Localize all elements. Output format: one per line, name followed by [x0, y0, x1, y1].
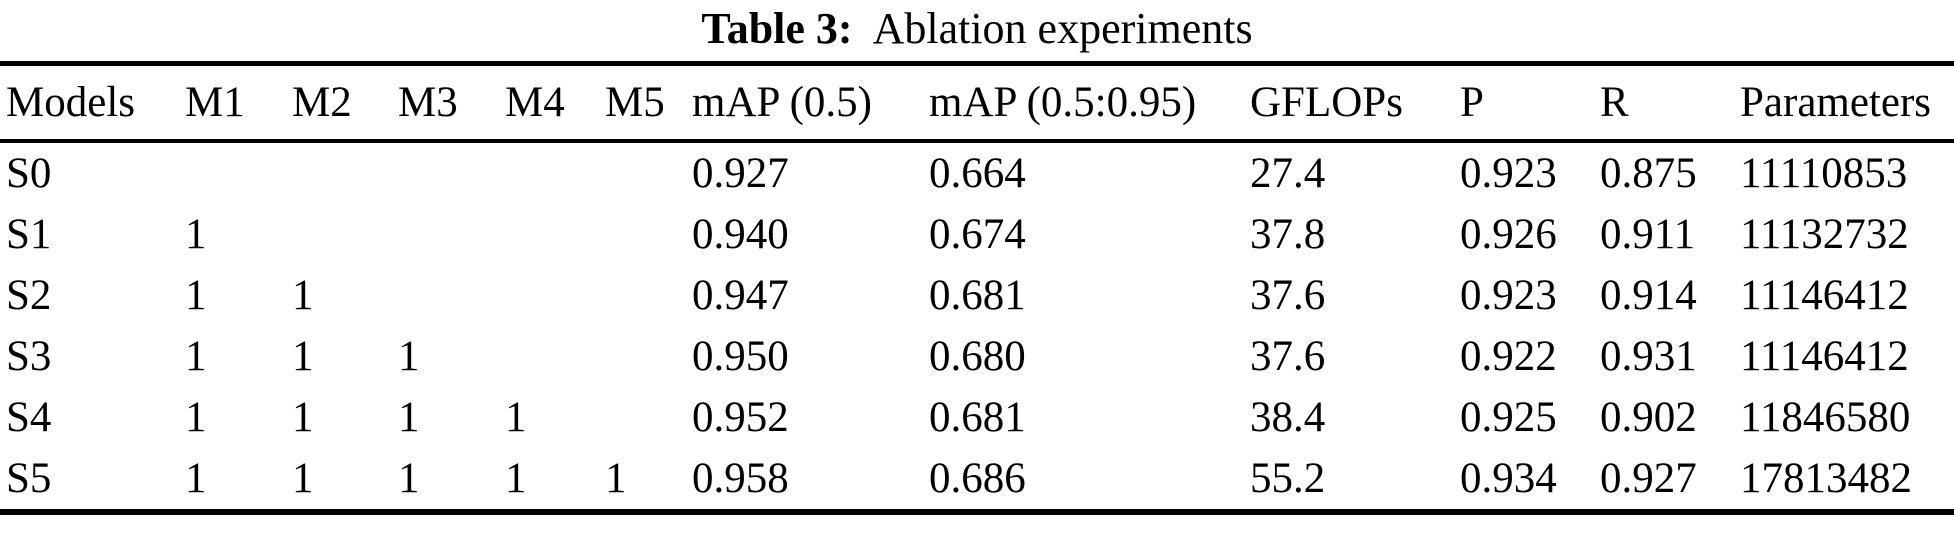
cell-s1-col1: 1	[185, 211, 207, 258]
cell-s3-col6: 0.950	[692, 333, 789, 380]
cell-s3-col8: 37.6	[1250, 333, 1326, 380]
cell-s0-col9: 0.923	[1460, 150, 1557, 197]
cell-s4-col9: 0.925	[1460, 394, 1557, 441]
cell-s5-col5: 1	[605, 455, 627, 502]
table-row-s4: S4 1 1 1 1 0.952 0.681 38.4 0.925 0.902 11846580	[0, 387, 1954, 448]
cell-s4-col11: 11846580	[1740, 394, 1911, 441]
cell-s5-col0: S5	[6, 455, 52, 502]
cell-s4-col3: 1	[398, 394, 420, 441]
column-header-m2: M2	[292, 79, 352, 126]
cell-s5-col10: 0.927	[1600, 455, 1697, 502]
cell-s2-col9: 0.923	[1460, 272, 1557, 319]
cell-s1-col6: 0.940	[692, 211, 789, 258]
cell-s0-col8: 27.4	[1250, 150, 1326, 197]
cell-s1-col5	[605, 204, 692, 265]
cell-s1-col2	[292, 204, 398, 265]
cell-s5-col1: 1	[185, 455, 207, 502]
cell-s2-col10: 0.914	[1600, 272, 1697, 319]
cell-s1-col8: 37.8	[1250, 211, 1326, 258]
cell-s0-col10: 0.875	[1600, 150, 1697, 197]
cell-s0-col5	[605, 141, 692, 204]
column-header-gflops: GFLOPs	[1250, 79, 1403, 126]
cell-s2-col11: 11146412	[1740, 272, 1909, 319]
cell-s5-col3: 1	[398, 455, 420, 502]
cell-s3-col3: 1	[398, 333, 420, 380]
cell-s1-col3	[398, 204, 505, 265]
table-row-s5: S5 1 1 1 1 1 0.958 0.686 55.2 0.934 0.927 17813482	[0, 448, 1954, 512]
header-row: Models M1 M2 M3 M4 M5 mAP (0.5) mAP (0.5:0.95) G…	[0, 64, 1954, 141]
table-row-s1: S1 1 0.940 0.674 37.8 0.926 0.911 11132732	[0, 204, 1954, 265]
cell-s5-col4: 1	[505, 455, 527, 502]
cell-s1-col4	[505, 204, 605, 265]
table-row-s2: S2 1 1 0.947 0.681 37.6 0.923 0.914 11146412	[0, 265, 1954, 326]
cell-s4-col1: 1	[185, 394, 207, 441]
cell-s4-col4: 1	[505, 394, 527, 441]
cell-s0-col6: 0.927	[692, 150, 789, 197]
cell-s3-col4	[505, 326, 605, 387]
cell-s1-col9: 0.926	[1460, 211, 1557, 258]
cell-s3-col11: 11146412	[1740, 333, 1909, 380]
cell-s4-col5	[605, 387, 692, 448]
column-header-map-0.5-0.95: mAP (0.5:0.95)	[929, 79, 1197, 126]
cell-s0-col2	[292, 141, 398, 204]
column-header-m4: M4	[505, 79, 565, 126]
cell-s3-col9: 0.922	[1460, 333, 1557, 380]
cell-s2-col0: S2	[6, 272, 52, 319]
cell-s4-col6: 0.952	[692, 394, 789, 441]
cell-s4-col10: 0.902	[1600, 394, 1697, 441]
table-row-s3: S3 1 1 1 0.950 0.680 37.6 0.922 0.931 11146412	[0, 326, 1954, 387]
cell-s2-col4	[505, 265, 605, 326]
column-header-map-0.5: mAP (0.5)	[692, 79, 872, 126]
cell-s0-col7: 0.664	[929, 150, 1026, 197]
cell-s5-col9: 0.934	[1460, 455, 1557, 502]
cell-s2-col2: 1	[292, 272, 314, 319]
cell-s0-col11: 11110853	[1740, 150, 1908, 197]
cell-s4-col8: 38.4	[1250, 394, 1326, 441]
cell-s5-col2: 1	[292, 455, 314, 502]
cell-s2-col3	[398, 265, 505, 326]
column-header-parameters: Parameters	[1740, 79, 1932, 126]
cell-s1-col11: 11132732	[1740, 211, 1909, 258]
table-caption-text: Ablation experiments	[872, 4, 1253, 53]
cell-s2-col7: 0.681	[929, 272, 1026, 319]
cell-s3-col10: 0.931	[1600, 333, 1697, 380]
table-caption: Table 3: Ablation experiments	[0, 0, 1954, 61]
cell-s5-col7: 0.686	[929, 455, 1026, 502]
cell-s0-col3	[398, 141, 505, 204]
cell-s0-col4	[505, 141, 605, 204]
cell-s4-col0: S4	[6, 394, 52, 441]
cell-s3-col5	[605, 326, 692, 387]
cell-s2-col8: 37.6	[1250, 272, 1326, 319]
column-header-r: R	[1600, 79, 1629, 126]
cell-s4-col2: 1	[292, 394, 314, 441]
column-header-m5: M5	[605, 79, 665, 126]
cell-s3-col2: 1	[292, 333, 314, 380]
cell-s2-col1: 1	[185, 272, 207, 319]
cell-s2-col6: 0.947	[692, 272, 789, 319]
column-header-p: P	[1460, 79, 1484, 126]
cell-s1-col10: 0.911	[1600, 211, 1696, 258]
cell-s4-col7: 0.681	[929, 394, 1026, 441]
cell-s5-col6: 0.958	[692, 455, 789, 502]
cell-s2-col5	[605, 265, 692, 326]
table-row-s0: S0 0.927 0.664 27.4 0.923 0.875 11110853	[0, 141, 1954, 204]
cell-s5-col11: 17813482	[1740, 455, 1912, 502]
column-header-models: Models	[6, 79, 135, 126]
cell-s1-col0: S1	[6, 211, 52, 258]
table-caption-label: Table 3:	[701, 4, 853, 53]
cell-s0-col0: S0	[6, 150, 52, 197]
cell-s3-col7: 0.680	[929, 333, 1026, 380]
cell-s3-col1: 1	[185, 333, 207, 380]
table-body: S0 0.927 0.664 27.4 0.923 0.875 11110853 S1 1 0.9…	[0, 141, 1954, 512]
cell-s5-col8: 55.2	[1250, 455, 1326, 502]
cell-s3-col0: S3	[6, 333, 52, 380]
column-header-m3: M3	[398, 79, 458, 126]
cell-s1-col7: 0.674	[929, 211, 1026, 258]
column-header-m1: M1	[185, 79, 245, 126]
cell-s0-col1	[185, 141, 292, 204]
ablation-table: Models M1 M2 M3 M4 M5 mAP (0.5) mAP (0.5:0.95) G…	[0, 61, 1954, 515]
